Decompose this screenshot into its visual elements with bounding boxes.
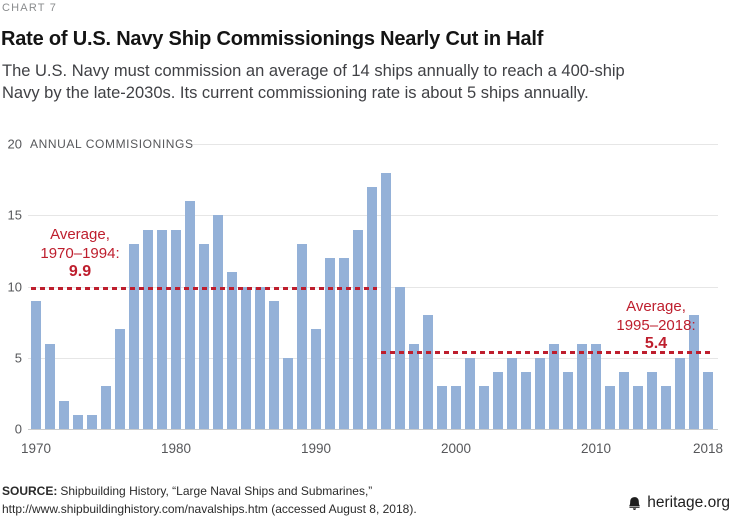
- x-tick-label-1990: 1990: [300, 441, 332, 456]
- source-label: SOURCE:: [2, 484, 58, 498]
- bar-1979: [157, 229, 167, 429]
- bar-2008: [563, 372, 573, 429]
- bar-2017: [689, 315, 699, 429]
- bar-2006: [535, 357, 545, 429]
- source-note: SOURCE: Shipbuilding History, “Large Nava…: [2, 483, 417, 518]
- bar-1991: [325, 258, 335, 429]
- bar-1972: [59, 400, 69, 429]
- bar-2014: [647, 372, 657, 429]
- subtitle-line-2: Navy by the late-2030s. Its current comm…: [2, 83, 589, 102]
- x-axis-line: [28, 429, 718, 430]
- page-title: Rate of U.S. Navy Ship Commissionings Ne…: [1, 28, 544, 50]
- y-tick-label-5: 5: [14, 350, 22, 366]
- bar-1973: [73, 414, 83, 429]
- bar-1981: [185, 201, 195, 429]
- x-tick-label-1970: 1970: [20, 441, 52, 456]
- y-tick-label-0: 0: [14, 421, 22, 437]
- subtitle-line-1: The U.S. Navy must commission an average…: [2, 62, 625, 80]
- bar-1987: [269, 300, 279, 429]
- bar-1980: [171, 229, 181, 429]
- bar-2018: [703, 372, 713, 429]
- average-annotation-line-1: Average,: [50, 226, 110, 243]
- bar-2010: [591, 343, 601, 429]
- bar-1999: [437, 386, 447, 429]
- bar-1996: [395, 286, 405, 429]
- brand-name: heritage.org: [647, 494, 730, 511]
- bar-1990: [311, 329, 321, 429]
- bar-2003: [493, 372, 503, 429]
- average-annotation-value: 5.4: [644, 335, 668, 352]
- bar-2012: [619, 372, 629, 429]
- chart-subtitle: The U.S. Navy must commission an average…: [2, 61, 625, 104]
- y-tick-label-10: 10: [7, 279, 22, 294]
- bar-2013: [633, 386, 643, 429]
- bar-1994: [367, 186, 377, 429]
- bar-2007: [549, 343, 559, 429]
- x-tick-label-2010: 2010: [580, 441, 612, 456]
- y-axis-title: ANNUAL COMMISIONINGS: [30, 137, 194, 151]
- average-annotation-line-2: 1995–2018:: [616, 316, 696, 334]
- heritage-bell-icon: [629, 496, 641, 510]
- bar-1995: [381, 172, 391, 429]
- average-annotation-value: 9.9: [68, 263, 92, 280]
- x-tick-label-1980: 1980: [160, 441, 192, 456]
- x-tick-label-2018: 2018: [692, 441, 724, 456]
- average-annotation-5.4: Average, 1995–2018: 5.4: [586, 298, 726, 354]
- bar-1978: [143, 229, 153, 429]
- bar-1988: [283, 357, 293, 429]
- x-tick-label-2000: 2000: [440, 441, 472, 456]
- bar-2015: [661, 386, 671, 429]
- bar-2002: [479, 386, 489, 429]
- source-text: Shipbuilding History, “Large Naval Ships…: [60, 484, 373, 498]
- bar-1982: [199, 243, 209, 429]
- bar-2011: [605, 386, 615, 429]
- bar-2004: [507, 357, 517, 429]
- chart-kicker: CHART 7: [2, 2, 58, 14]
- average-line-9.9: [31, 286, 377, 290]
- bar-1970: [31, 300, 41, 429]
- bar-1985: [241, 286, 251, 429]
- bar-2001: [465, 357, 475, 429]
- gridline-20: [192, 144, 718, 145]
- bar-1974: [87, 414, 97, 429]
- bar-2016: [675, 357, 685, 429]
- bar-1989: [297, 243, 307, 429]
- bar-2005: [521, 372, 531, 429]
- y-tick-label-20: 20: [7, 136, 22, 152]
- bar-2000: [451, 386, 461, 429]
- bar-1986: [255, 286, 265, 429]
- bar-2009: [577, 343, 587, 429]
- bar-1975: [101, 386, 111, 429]
- y-tick-label-15: 15: [7, 207, 22, 223]
- source-url: http://www.shipbuildinghistory.com/naval…: [2, 501, 417, 516]
- bar-1983: [213, 215, 223, 429]
- bar-1971: [45, 343, 55, 429]
- average-annotation-line-1: Average,: [626, 298, 686, 315]
- bar-1976: [115, 329, 125, 429]
- average-annotation-line-2: 1970–1994:: [40, 244, 120, 262]
- average-annotation-9.9: Average, 1970–1994: 9.9: [10, 226, 150, 282]
- bar-1998: [423, 315, 433, 429]
- bar-1997: [409, 343, 419, 429]
- bar-1992: [339, 258, 349, 429]
- bar-1993: [353, 229, 363, 429]
- bar-1984: [227, 272, 237, 429]
- bar-1977: [129, 243, 139, 429]
- average-line-5.4: [381, 351, 713, 355]
- brand: heritage.org: [627, 494, 730, 512]
